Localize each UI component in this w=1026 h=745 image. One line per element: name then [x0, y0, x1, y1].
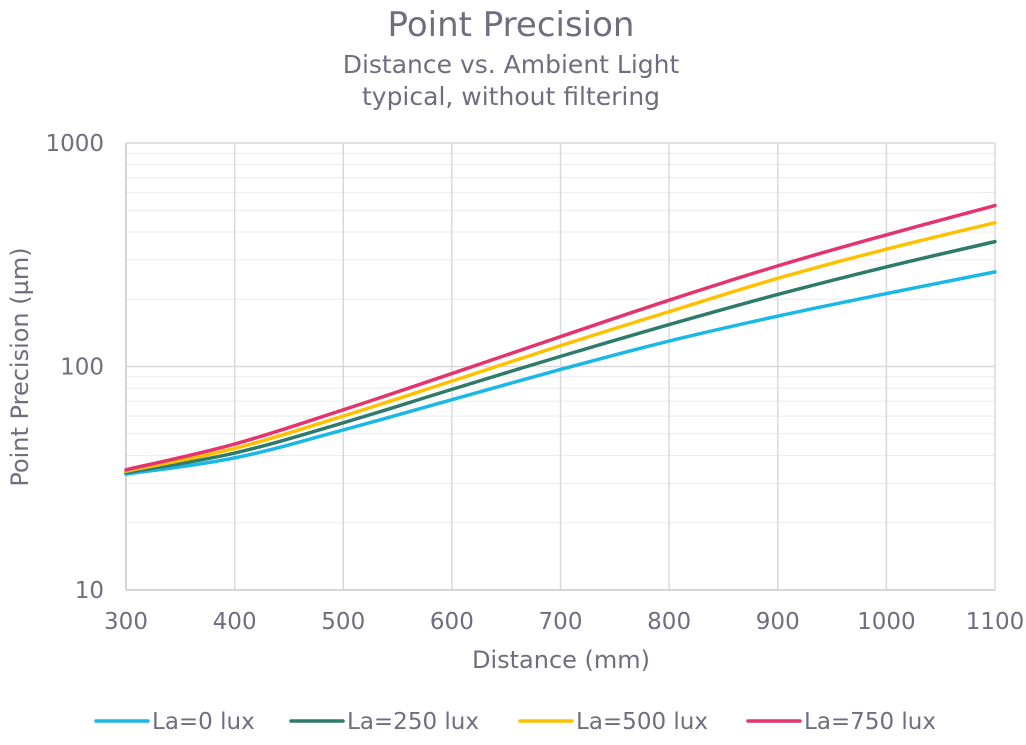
x-tick-label: 600	[430, 609, 474, 635]
chart-subtitle-line-1: Distance vs. Ambient Light	[343, 50, 680, 79]
x-axis-tick-labels: 300 400 500 600 700 800 900 1000 1100	[104, 609, 1024, 635]
x-axis-label: Distance (mm)	[472, 646, 650, 674]
series-line-2	[124, 239, 997, 475]
grid	[125, 142, 996, 591]
series-lines	[124, 203, 997, 476]
y-axis-label: Point Precision (µm)	[6, 247, 34, 486]
legend-label: La=250 lux	[347, 709, 479, 735]
legend-item: La=500 lux	[518, 709, 708, 735]
x-tick-label: 900	[756, 609, 800, 635]
legend-item: La=750 lux	[746, 709, 936, 735]
legend-item: La=0 lux	[94, 709, 255, 735]
x-tick-label: 1000	[857, 609, 916, 635]
legend-label: La=750 lux	[804, 709, 936, 735]
x-tick-label: 300	[104, 609, 148, 635]
y-tick-label: 100	[60, 355, 104, 381]
series-line-4	[124, 203, 997, 472]
chart-subtitle-line-2: typical, without filtering	[362, 82, 660, 111]
x-tick-label: 500	[321, 609, 365, 635]
y-tick-label: 1000	[45, 131, 104, 157]
legend: La=0 lux La=250 lux La=500 lux La=750 lux	[94, 709, 936, 735]
x-tick-label: 800	[647, 609, 691, 635]
y-tick-label: 10	[75, 578, 104, 604]
axes	[125, 143, 995, 591]
x-tick-label: 1100	[966, 609, 1025, 635]
y-axis-tick-labels: 10 100 1000	[45, 131, 104, 604]
x-tick-label: 400	[213, 609, 257, 635]
legend-label: La=0 lux	[152, 709, 255, 735]
legend-item: La=250 lux	[289, 709, 479, 735]
chart-titles: Point Precision Distance vs. Ambient Lig…	[343, 5, 680, 111]
x-tick-label: 700	[539, 609, 583, 635]
legend-label: La=500 lux	[576, 709, 708, 735]
chart-title: Point Precision	[388, 5, 635, 45]
series-line-1	[124, 270, 997, 476]
series-line-3	[124, 220, 997, 473]
